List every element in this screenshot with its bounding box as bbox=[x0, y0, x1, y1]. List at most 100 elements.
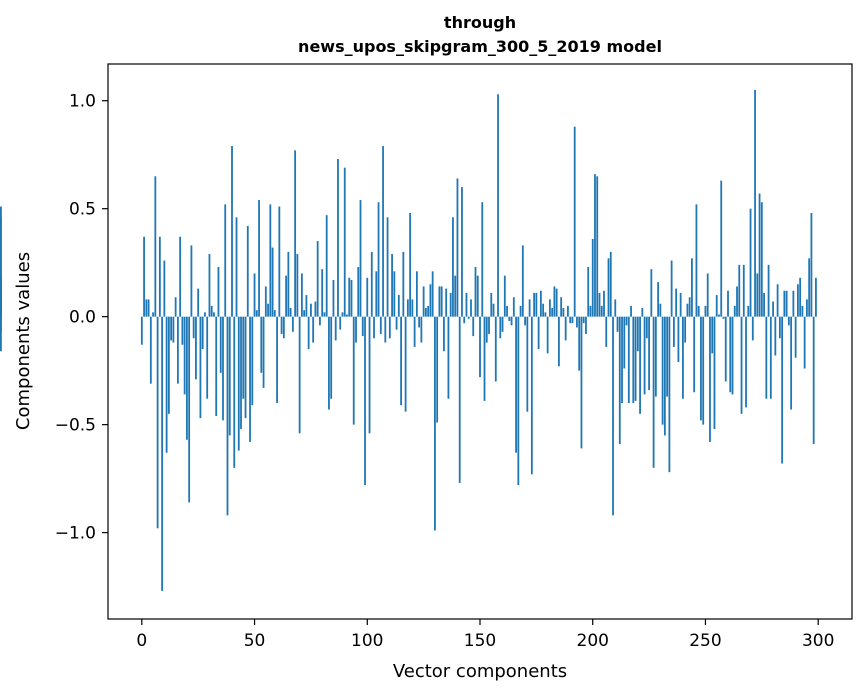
x-axis-label: Vector components bbox=[393, 661, 567, 682]
bar bbox=[763, 292, 765, 317]
bar bbox=[781, 316, 784, 464]
bar bbox=[181, 316, 184, 345]
bar bbox=[483, 316, 486, 401]
bar bbox=[727, 290, 729, 317]
bar bbox=[494, 316, 497, 382]
bar bbox=[434, 316, 436, 531]
bar bbox=[300, 273, 303, 317]
bar bbox=[204, 312, 206, 317]
bar bbox=[630, 305, 632, 317]
bar bbox=[539, 290, 542, 317]
bar bbox=[578, 316, 581, 371]
bar bbox=[810, 213, 813, 317]
bar bbox=[778, 316, 781, 339]
bar bbox=[402, 251, 405, 317]
bar bbox=[760, 202, 763, 317]
bar bbox=[269, 204, 272, 317]
y-axis-label: Components values bbox=[13, 252, 34, 430]
bar bbox=[654, 316, 657, 397]
bar bbox=[738, 264, 741, 317]
bar bbox=[149, 316, 152, 384]
bar bbox=[697, 305, 700, 317]
bar bbox=[355, 316, 357, 343]
bar bbox=[675, 288, 678, 317]
bar bbox=[287, 251, 290, 317]
bar bbox=[706, 273, 709, 317]
bar bbox=[289, 308, 292, 317]
bar bbox=[715, 295, 718, 317]
bar bbox=[298, 316, 301, 434]
bar bbox=[497, 94, 499, 317]
bar bbox=[801, 305, 804, 317]
bar bbox=[195, 316, 197, 380]
bar bbox=[197, 288, 200, 317]
bar bbox=[192, 316, 195, 339]
bar bbox=[165, 316, 168, 453]
bar bbox=[607, 258, 610, 317]
bar bbox=[393, 271, 396, 317]
bar bbox=[334, 316, 337, 341]
bar bbox=[544, 312, 547, 317]
bar bbox=[346, 314, 348, 317]
bar bbox=[310, 303, 312, 317]
bar bbox=[314, 301, 317, 317]
bar bbox=[206, 316, 209, 399]
bar bbox=[188, 316, 191, 503]
bar bbox=[0, 316, 2, 332]
bar bbox=[454, 275, 457, 317]
bar bbox=[776, 284, 779, 317]
bar bbox=[210, 305, 213, 317]
bar bbox=[657, 282, 660, 317]
bar bbox=[264, 286, 267, 317]
bar bbox=[260, 316, 263, 373]
bar bbox=[612, 316, 614, 516]
bar bbox=[467, 316, 470, 319]
bar bbox=[645, 316, 648, 339]
bar bbox=[463, 316, 466, 324]
bar bbox=[167, 316, 170, 414]
bar bbox=[176, 316, 179, 384]
chart-title-line-2: news_upos_skipgram_300_5_2019 model bbox=[298, 37, 662, 56]
bar bbox=[339, 316, 342, 330]
bar bbox=[395, 316, 398, 330]
bar bbox=[569, 316, 572, 324]
bar bbox=[443, 316, 445, 352]
bar bbox=[282, 316, 285, 339]
bar bbox=[571, 316, 574, 324]
bar bbox=[508, 316, 511, 321]
y-axis: −1.0 −0.5 0.0 0.5 1.0 bbox=[55, 92, 108, 544]
bar bbox=[754, 89, 756, 317]
bar bbox=[411, 299, 414, 317]
bar bbox=[420, 316, 423, 343]
bar bbox=[163, 260, 166, 317]
bar bbox=[490, 292, 493, 317]
bar bbox=[573, 126, 576, 317]
y-tick-label: −0.5 bbox=[55, 416, 96, 436]
bar bbox=[273, 310, 276, 317]
bar bbox=[582, 316, 585, 324]
bar bbox=[806, 299, 808, 317]
bar bbox=[736, 286, 738, 317]
bar bbox=[458, 316, 461, 483]
bar bbox=[614, 299, 617, 317]
bar bbox=[686, 303, 689, 317]
bar bbox=[792, 290, 795, 317]
bar bbox=[785, 290, 788, 317]
bar bbox=[312, 316, 315, 343]
bar bbox=[537, 316, 540, 350]
bar bbox=[519, 305, 522, 317]
bar bbox=[530, 316, 533, 475]
bar bbox=[418, 316, 421, 328]
bar bbox=[747, 305, 750, 317]
bar bbox=[161, 316, 164, 591]
bar bbox=[305, 295, 308, 317]
bar bbox=[621, 316, 623, 404]
bar bbox=[558, 316, 560, 367]
bar bbox=[598, 292, 601, 317]
bar bbox=[158, 236, 161, 317]
bar bbox=[350, 279, 353, 317]
bar bbox=[765, 316, 768, 399]
bar bbox=[429, 284, 432, 317]
bar bbox=[0, 275, 2, 317]
